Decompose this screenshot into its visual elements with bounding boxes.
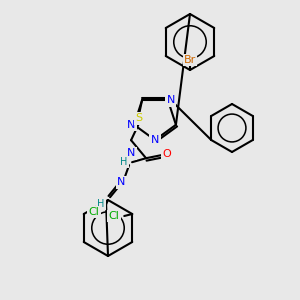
- Text: N: N: [117, 177, 125, 187]
- Text: Cl: Cl: [109, 211, 120, 221]
- Text: N: N: [127, 148, 135, 158]
- Text: H: H: [98, 199, 105, 209]
- Text: O: O: [163, 149, 171, 159]
- Text: Br: Br: [184, 55, 196, 65]
- Text: H: H: [120, 157, 128, 167]
- Text: N: N: [127, 120, 135, 130]
- Text: N: N: [167, 95, 175, 105]
- Text: Cl: Cl: [88, 207, 99, 217]
- Text: N: N: [151, 135, 159, 145]
- Text: S: S: [136, 113, 142, 123]
